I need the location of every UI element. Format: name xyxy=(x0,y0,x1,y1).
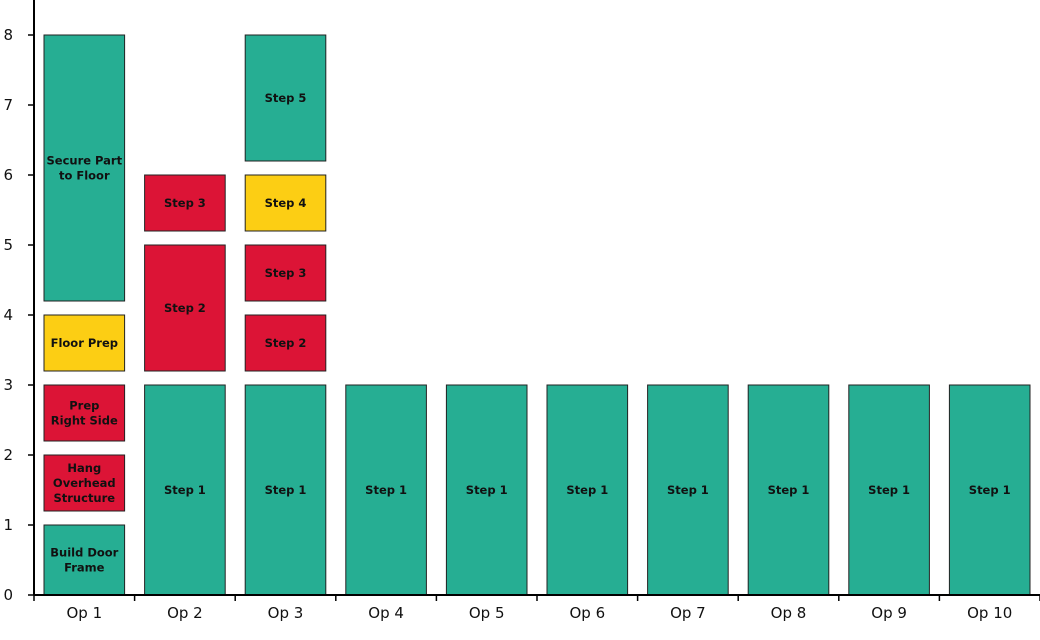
bar-segment xyxy=(848,384,930,596)
bar-op-5: Step 1 xyxy=(445,384,528,596)
bar-segment xyxy=(445,384,528,596)
segment-label: Step 1 xyxy=(365,483,407,497)
segment-label: Step 3 xyxy=(164,196,206,210)
y-tick-label: 6 xyxy=(3,166,13,184)
segment-label: Prep Right Side xyxy=(51,399,118,428)
x-tick-label: Op 6 xyxy=(569,604,605,622)
bar-segment xyxy=(244,174,327,232)
bars: Build Door Frame Hang Overhead Structure Prep… xyxy=(43,34,1031,596)
x-tick-label: Op 2 xyxy=(167,604,203,622)
segment-label: Step 2 xyxy=(164,301,206,315)
bar-segment xyxy=(747,384,830,596)
bar-segment xyxy=(345,384,427,596)
segment-label: Step 1 xyxy=(969,483,1011,497)
segment-label: Step 1 xyxy=(667,483,709,497)
x-tick-label: Op 9 xyxy=(871,604,907,622)
segment-label: Secure Part to Floor xyxy=(46,154,122,183)
bar-op-7: Step 1 xyxy=(647,384,729,596)
x-tick-label: Op 10 xyxy=(967,604,1012,622)
segment-label: Step 3 xyxy=(265,266,307,280)
bar-segment xyxy=(43,34,126,302)
segment-label: Step 1 xyxy=(265,483,307,497)
bar-op-10: Step 1 xyxy=(948,384,1031,596)
bar-segment xyxy=(647,384,729,596)
segment-label: Step 1 xyxy=(164,483,206,497)
y-tick-label: 4 xyxy=(3,306,13,324)
x-axis-ticks: Op 1 Op 2 Op 3 Op 4 Op 5 Op 6 Op 7 Op 8 Op 9 Op 1… xyxy=(33,595,1040,622)
bar-segment xyxy=(244,384,327,596)
bar-segment xyxy=(43,384,126,442)
bar-op-1: Build Door Frame Hang Overhead Structure Prep… xyxy=(43,34,126,596)
bar-segment xyxy=(43,524,126,596)
bar-segment xyxy=(43,314,126,372)
x-tick-label: Op 1 xyxy=(66,604,102,622)
segment-label: Step 1 xyxy=(768,483,810,497)
y-tick-label: 2 xyxy=(3,446,13,464)
x-tick-label: Op 4 xyxy=(368,604,404,622)
x-tick-label: Op 3 xyxy=(268,604,304,622)
bar-op-2: Step 1 Step 2 Step 3 xyxy=(144,174,226,596)
segment-label: Floor Prep xyxy=(51,336,118,350)
segment-label: Step 4 xyxy=(265,196,307,210)
bar-segment xyxy=(244,34,327,162)
bar-segment xyxy=(144,174,226,232)
y-tick-label: 0 xyxy=(3,586,13,604)
segment-label: Step 2 xyxy=(265,336,307,350)
bar-op-8: Step 1 xyxy=(747,384,830,596)
bar-op-3: Step 1 Step 2 Step 3 Step 4 Step 5 xyxy=(244,34,327,596)
y-tick-label: 8 xyxy=(3,26,13,44)
bar-op-4: Step 1 xyxy=(345,384,427,596)
bar-op-6: Step 1 xyxy=(546,384,629,596)
y-tick-label: 3 xyxy=(3,376,13,394)
segment-label: Step 5 xyxy=(265,91,307,105)
y-tick-label: 5 xyxy=(3,236,13,254)
segment-label: Step 1 xyxy=(566,483,608,497)
bar-segment xyxy=(948,384,1031,596)
segment-label: Hang Overhead Structure xyxy=(53,461,116,505)
bar-op-9: Step 1 xyxy=(848,384,930,596)
bar-segment xyxy=(43,454,126,512)
x-tick-label: Op 8 xyxy=(771,604,807,622)
segment-label: Step 1 xyxy=(466,483,508,497)
segment-label: Build Door Frame xyxy=(50,546,118,575)
bar-segment xyxy=(244,314,327,372)
bar-segment xyxy=(144,244,226,372)
bar-segment xyxy=(144,384,226,596)
bar-segment xyxy=(244,244,327,302)
segment-label: Step 1 xyxy=(868,483,910,497)
y-tick-label: 7 xyxy=(3,96,13,114)
x-tick-label: Op 7 xyxy=(670,604,706,622)
y-axis-ticks: 0 1 2 3 4 5 6 7 8 xyxy=(3,26,34,604)
y-tick-label: 1 xyxy=(3,516,13,534)
x-tick-label: Op 5 xyxy=(469,604,505,622)
